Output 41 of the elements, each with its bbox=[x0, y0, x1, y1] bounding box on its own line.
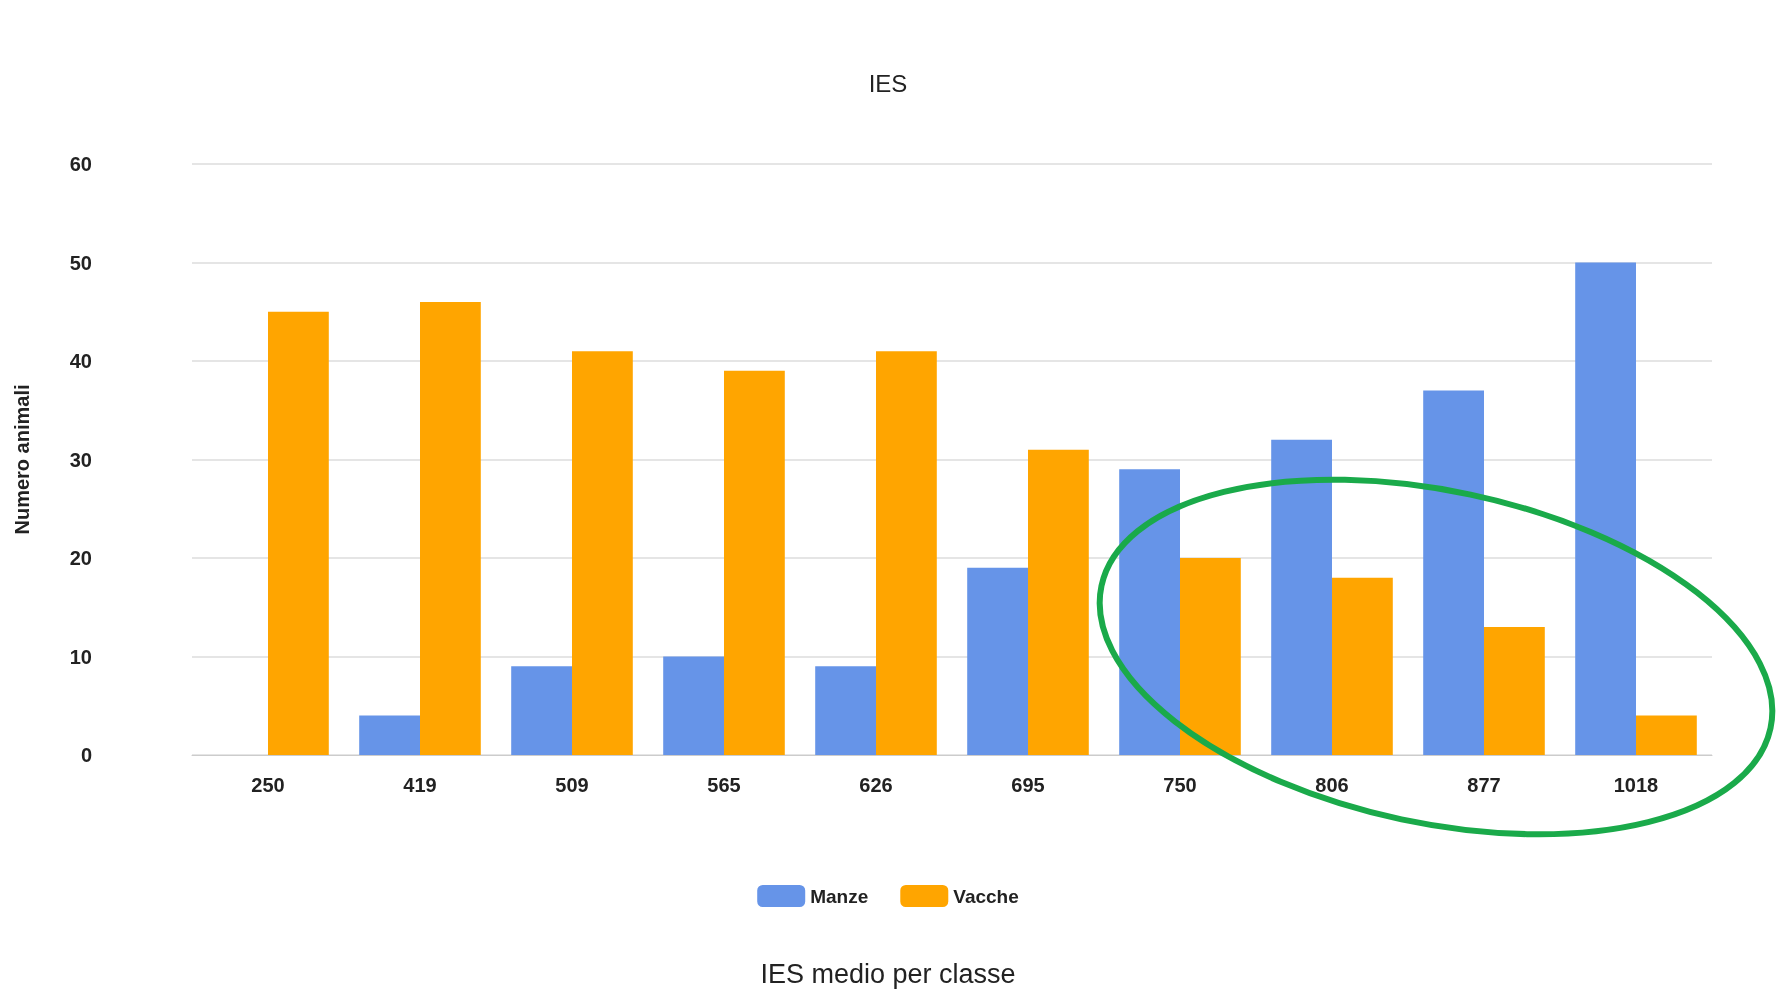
bar bbox=[1119, 469, 1180, 755]
text: IES medio per classe bbox=[760, 958, 1016, 989]
bar bbox=[511, 666, 572, 755]
bar bbox=[1271, 439, 1332, 755]
x-tick-label: 806 bbox=[1315, 774, 1349, 796]
x-tick-label: 509 bbox=[555, 774, 589, 796]
bar bbox=[420, 301, 481, 755]
y-tick-label: 0 bbox=[80, 744, 92, 766]
y-tick-label: 30 bbox=[69, 448, 92, 471]
x-tick-label: 565 bbox=[707, 774, 741, 796]
x-tick-label: 419 bbox=[403, 774, 437, 796]
bar bbox=[1575, 262, 1636, 755]
y-tick-label: 60 bbox=[69, 153, 92, 175]
bar bbox=[1636, 715, 1697, 755]
chart-title: IES bbox=[868, 69, 908, 97]
x-tick-label: 250 bbox=[251, 774, 285, 796]
bar bbox=[1332, 577, 1393, 755]
bar bbox=[1028, 449, 1089, 755]
y-axis-title: Numero animali bbox=[11, 384, 33, 535]
y-tick-label: 20 bbox=[69, 547, 92, 569]
bar bbox=[876, 351, 937, 755]
x-tick-label: 1018 bbox=[1613, 774, 1659, 796]
bar bbox=[1484, 626, 1545, 755]
y-tick-label: 40 bbox=[69, 350, 92, 372]
x-tick-label: 877 bbox=[1467, 774, 1501, 796]
bar bbox=[815, 666, 876, 755]
bar bbox=[967, 567, 1028, 755]
bar bbox=[724, 370, 785, 755]
x-tick-label: 695 bbox=[1011, 774, 1045, 796]
x-tick-label: 750 bbox=[1163, 774, 1197, 796]
bar bbox=[359, 715, 420, 755]
x-tick-label: 626 bbox=[859, 774, 893, 796]
y-tick-label: 10 bbox=[69, 645, 92, 668]
legend-label: Vacche bbox=[953, 885, 1019, 907]
bar bbox=[268, 311, 329, 755]
bar bbox=[663, 656, 724, 755]
y-tick-label: 50 bbox=[69, 251, 92, 274]
bar bbox=[1423, 390, 1484, 755]
bar bbox=[572, 351, 633, 755]
bar bbox=[1180, 558, 1241, 755]
legend-label: Manze bbox=[810, 885, 869, 907]
